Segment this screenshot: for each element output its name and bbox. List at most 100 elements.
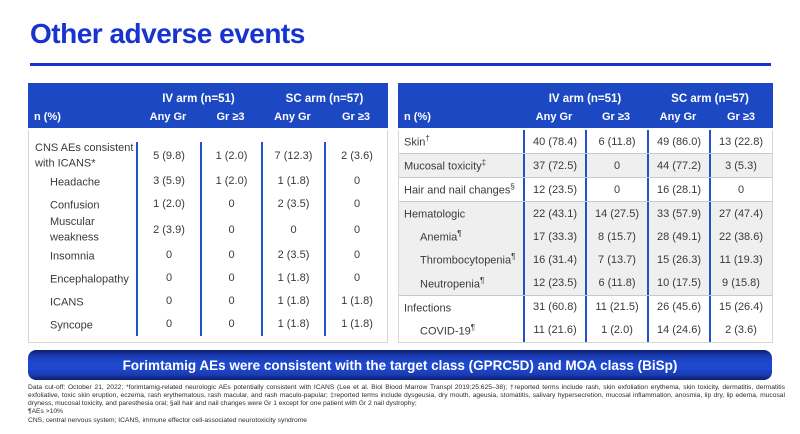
table-row: COVID-19¶ 11 (21.6) 1 (2.0) 14 (24.6) 2 … xyxy=(399,318,772,342)
table-body: Skin† 40 (78.4) 6 (11.8) 49 (86.0) 13 (2… xyxy=(398,130,773,343)
iv-any-gr-value: 12 (23.5) xyxy=(523,178,585,202)
sc-any-gr-value: 16 (28.1) xyxy=(647,178,709,202)
iv-any-gr-value: 0 xyxy=(136,312,200,336)
iv-any-gr-value: 5 (9.8) xyxy=(136,142,200,170)
sc-gr3-value: 0 xyxy=(324,243,387,267)
sc-any-gr-value: 0 xyxy=(261,215,324,244)
footnote-paragraph: Data cut-off: October 21, 2022; *forimta… xyxy=(28,384,785,408)
iv-any-gr-value: 3 (5.9) xyxy=(136,169,200,193)
sc-any-gr-value: 49 (86.0) xyxy=(647,130,709,154)
sc-gr3-value: 0 xyxy=(324,192,387,216)
sc-gr3-value: 3 (5.3) xyxy=(709,154,771,178)
col-header-gr3: Gr ≥3 xyxy=(341,110,371,123)
table-row: Hematologic 22 (43.1) 14 (27.5) 33 (57.9… xyxy=(399,201,772,226)
sc-any-gr-value: 1 (1.8) xyxy=(261,169,324,193)
table-row: Mucosal toxicity‡ 37 (72.5) 0 44 (77.2) … xyxy=(399,153,772,178)
sc-arm-header: SC arm (n=57) xyxy=(671,93,749,105)
iv-any-gr-value: 11 (21.6) xyxy=(523,318,585,342)
iv-gr3-value: 6 (11.8) xyxy=(585,130,647,154)
sc-gr3-value: 0 xyxy=(324,169,387,193)
iv-any-gr-value: 40 (78.4) xyxy=(523,130,585,154)
iv-gr3-value: 0 xyxy=(200,266,261,290)
iv-gr3-value: 0 xyxy=(200,289,261,313)
sc-gr3-value: 2 (3.6) xyxy=(709,318,771,342)
iv-gr3-value: 0 xyxy=(200,192,261,216)
iv-any-gr-value: 17 (33.3) xyxy=(523,225,585,249)
sc-gr3-value: 27 (47.4) xyxy=(709,202,771,226)
iv-any-gr-value: 0 xyxy=(136,289,200,313)
row-label: Skin† xyxy=(404,133,430,149)
sc-gr3-value: 2 (3.6) xyxy=(324,142,387,170)
sc-any-gr-value: 1 (1.8) xyxy=(261,266,324,290)
iv-arm-header: IV arm (n=51) xyxy=(548,93,622,105)
footnotes: Data cut-off: October 21, 2022; *forimta… xyxy=(28,384,785,425)
summary-banner: Forimtamig AEs were consistent with the … xyxy=(28,350,772,380)
row-label: COVID-19¶ xyxy=(420,322,476,338)
row-label: Mucosal toxicity‡ xyxy=(404,158,487,173)
col-header-gr3: Gr ≥3 xyxy=(601,110,631,123)
row-label: Headache xyxy=(50,176,101,189)
col-header-any-gr: Any Gr xyxy=(535,110,573,123)
sc-any-gr-value: 26 (45.6) xyxy=(647,295,709,319)
sc-any-gr-value: 2 (3.5) xyxy=(261,192,324,216)
col-header-any-gr: Any Gr xyxy=(659,110,697,123)
table-row: Neutropenia¶ 12 (23.5) 6 (11.8) 10 (17.5… xyxy=(399,271,772,295)
table-header: IV arm (n=51) SC arm (n=57) n (%) Any Gr… xyxy=(398,83,773,128)
sc-gr3-value: 13 (22.8) xyxy=(709,130,771,154)
sc-any-gr-value: 28 (49.1) xyxy=(647,225,709,249)
iv-arm-header: IV arm (n=51) xyxy=(162,93,235,105)
col-header-gr3: Gr ≥3 xyxy=(216,110,245,123)
sc-gr3-value: 0 xyxy=(709,178,771,202)
row-label: Anemia¶ xyxy=(420,229,462,244)
n-percent-label: n (%) xyxy=(404,110,431,123)
sc-gr3-value: 1 (1.8) xyxy=(324,312,387,336)
table-header: IV arm (n=51) SC arm (n=57) n (%) Any Gr… xyxy=(28,83,388,128)
table-row: Thrombocytopenia¶ 16 (31.4) 7 (13.7) 15 … xyxy=(399,248,772,272)
table-row: Insomnia 0 0 2 (3.5) 0 xyxy=(29,243,387,267)
table-row: Infections 31 (60.8) 11 (21.5) 26 (45.6)… xyxy=(399,294,772,319)
col-header-any-gr: Any Gr xyxy=(274,110,311,123)
iv-gr3-value: 8 (15.7) xyxy=(585,225,647,249)
iv-gr3-value: 7 (13.7) xyxy=(585,248,647,272)
iv-any-gr-value: 31 (60.8) xyxy=(523,295,585,319)
iv-gr3-value: 11 (21.5) xyxy=(585,295,647,319)
summary-banner-text: Forimtamig AEs were consistent with the … xyxy=(122,357,678,373)
row-label: Hematologic xyxy=(404,208,466,221)
row-label: ICANS xyxy=(50,296,84,309)
sc-gr3-value: 1 (1.8) xyxy=(324,289,387,313)
n-percent-label: n (%) xyxy=(34,110,61,123)
table-row: Confusion 1 (2.0) 0 2 (3.5) 0 xyxy=(29,192,387,216)
page-title: Other adverse events xyxy=(30,18,305,49)
iv-any-gr-value: 1 (2.0) xyxy=(136,192,200,216)
iv-any-gr-value: 2 (3.9) xyxy=(136,215,200,244)
iv-gr3-value: 1 (2.0) xyxy=(200,142,261,170)
title-underline xyxy=(30,63,771,66)
row-label: Neutropenia¶ xyxy=(420,275,485,291)
sc-any-gr-value: 2 (3.5) xyxy=(261,243,324,267)
row-label: CNS AEs consistent with ICANS* xyxy=(35,142,134,170)
row-label: Insomnia xyxy=(50,250,95,263)
iv-gr3-value: 6 (11.8) xyxy=(585,271,647,295)
sc-gr3-value: 11 (19.3) xyxy=(709,248,771,272)
row-label: Infections xyxy=(404,302,452,315)
iv-gr3-value: 0 xyxy=(585,178,647,202)
iv-any-gr-value: 37 (72.5) xyxy=(523,154,585,178)
table-row: Headache 3 (5.9) 1 (2.0) 1 (1.8) 0 xyxy=(29,169,387,193)
iv-any-gr-value: 0 xyxy=(136,243,200,267)
sc-gr3-value: 9 (15.8) xyxy=(709,271,771,295)
table-row: Syncope 0 0 1 (1.8) 1 (1.8) xyxy=(29,312,387,336)
sc-gr3-value: 0 xyxy=(324,266,387,290)
sc-any-gr-value: 1 (1.8) xyxy=(261,289,324,313)
sc-gr3-value: 15 (26.4) xyxy=(709,295,771,319)
table-row: Encephalopathy 0 0 1 (1.8) 0 xyxy=(29,266,387,290)
sc-any-gr-value: 33 (57.9) xyxy=(647,202,709,226)
col-header-gr3: Gr ≥3 xyxy=(726,110,756,123)
row-label: Thrombocytopenia¶ xyxy=(420,252,516,268)
iv-gr3-value: 0 xyxy=(200,243,261,267)
iv-gr3-value: 0 xyxy=(200,312,261,336)
table-row: Skin† 40 (78.4) 6 (11.8) 49 (86.0) 13 (2… xyxy=(399,130,772,154)
sc-any-gr-value: 15 (26.3) xyxy=(647,248,709,272)
sc-any-gr-value: 7 (12.3) xyxy=(261,142,324,170)
table-body: CNS AEs consistent with ICANS* 5 (9.8) 1… xyxy=(28,130,388,343)
